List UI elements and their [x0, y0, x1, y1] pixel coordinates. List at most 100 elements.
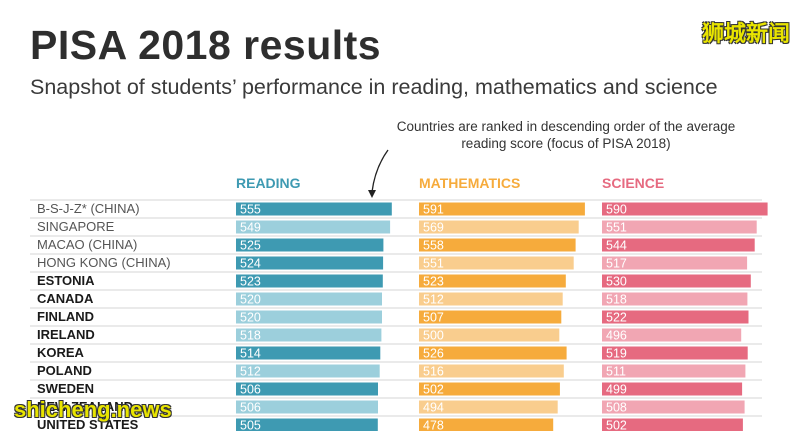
- bar-value-label: 518: [240, 329, 261, 343]
- bar-reading: [236, 400, 378, 414]
- bar-value-label: 506: [240, 401, 261, 415]
- bar-mathematics: [419, 328, 560, 342]
- bar-reading: [236, 328, 382, 342]
- bar-reading: [236, 418, 378, 431]
- bar-value-label: 555: [240, 203, 261, 217]
- bar-value-label: 502: [606, 419, 627, 431]
- bar-reading: [236, 202, 392, 216]
- country-label: HONG KONG (CHINA): [37, 255, 171, 270]
- country-label: FINLAND: [37, 309, 94, 324]
- header-mathematics: MATHEMATICS: [419, 175, 521, 191]
- country-label: POLAND: [37, 363, 92, 378]
- bar-value-label: 523: [240, 275, 261, 289]
- bar-science: [602, 238, 755, 252]
- bar-reading: [236, 220, 391, 234]
- watermark-text: shicheng.news: [14, 397, 172, 422]
- bar-value-label: 506: [240, 383, 261, 397]
- bar-mathematics: [419, 202, 585, 216]
- country-label: CANADA: [37, 291, 94, 306]
- country-label: MACAO (CHINA): [37, 237, 137, 252]
- ranking-annotation: Countries are ranked in descending order…: [396, 119, 736, 151]
- bar-value-label: 494: [423, 401, 444, 415]
- bar-value-label: 516: [423, 365, 444, 379]
- bar-value-label: 591: [423, 203, 444, 217]
- bar-value-label: 526: [423, 347, 444, 361]
- country-label: SWEDEN: [37, 381, 94, 396]
- bar-mathematics: [419, 274, 566, 288]
- bar-value-label: 511: [606, 365, 626, 379]
- bar-reading: [236, 292, 382, 306]
- bar-value-label: 520: [240, 311, 261, 325]
- bar-value-label: 523: [423, 275, 444, 289]
- bar-value-label: 522: [606, 311, 627, 325]
- bar-mathematics: [419, 220, 579, 234]
- bar-value-label: 507: [423, 311, 444, 325]
- bar-reading: [236, 238, 384, 252]
- bar-mathematics: [419, 238, 576, 252]
- bar-reading: [236, 310, 382, 324]
- country-label: SINGAPORE: [37, 219, 115, 234]
- bar-value-label: 505: [240, 419, 261, 431]
- bar-value-label: 512: [423, 293, 444, 307]
- bar-science: [602, 364, 746, 378]
- bar-value-label: 518: [606, 293, 627, 307]
- bar-value-label: 519: [606, 347, 627, 361]
- bar-value-label: 525: [240, 239, 261, 253]
- bar-science: [602, 382, 743, 396]
- bar-value-label: 530: [606, 275, 627, 289]
- bar-value-label: 558: [423, 239, 444, 253]
- bar-science: [602, 328, 742, 342]
- bar-reading: [236, 382, 378, 396]
- bar-value-label: 517: [606, 257, 627, 271]
- bar-value-label: 502: [423, 383, 444, 397]
- bar-science: [602, 346, 748, 360]
- bar-value-label: 512: [240, 365, 261, 379]
- country-label: B-S-J-Z* (CHINA): [37, 201, 140, 216]
- bar-value-label: 520: [240, 293, 261, 307]
- bar-value-label: 496: [606, 329, 627, 343]
- bar-mathematics: [419, 346, 567, 360]
- bar-science: [602, 418, 743, 431]
- bar-science: [602, 400, 745, 414]
- page-subtitle: Snapshot of students’ performance in rea…: [30, 75, 718, 99]
- country-label: IRELAND: [37, 327, 95, 342]
- bar-value-label: 478: [423, 419, 444, 431]
- bar-mathematics: [419, 382, 560, 396]
- bar-value-label: 590: [606, 203, 627, 217]
- bar-mathematics: [419, 310, 562, 324]
- bar-reading: [236, 364, 380, 378]
- bar-mathematics: [419, 292, 563, 306]
- header-reading: READING: [236, 175, 301, 191]
- bar-value-label: 569: [423, 221, 444, 235]
- bar-mathematics: [419, 400, 558, 414]
- bar-value-label: 499: [606, 383, 627, 397]
- bar-reading: [236, 274, 383, 288]
- bar-value-label: 508: [606, 401, 627, 415]
- bar-mathematics: [419, 364, 564, 378]
- bar-value-label: 544: [606, 239, 627, 253]
- country-label: UNITED STATES: [37, 417, 139, 431]
- bar-mathematics: [419, 418, 554, 431]
- arrow-head-icon: [368, 190, 376, 198]
- page-title: PISA 2018 results: [30, 22, 382, 68]
- bar-science: [602, 310, 749, 324]
- bar-mathematics: [419, 256, 574, 270]
- bar-science: [602, 292, 748, 306]
- bar-science: [602, 256, 748, 270]
- brand-logo-text: 狮城新闻: [701, 21, 790, 46]
- bar-value-label: 549: [240, 221, 261, 235]
- bar-value-label: 551: [606, 221, 627, 235]
- bar-value-label: 514: [240, 347, 261, 361]
- bar-value-label: 500: [423, 329, 444, 343]
- annotation-arrow-icon: [371, 149, 389, 193]
- country-label: KOREA: [37, 345, 85, 360]
- bar-science: [602, 202, 768, 216]
- bar-science: [602, 274, 751, 288]
- bar-reading: [236, 256, 384, 270]
- header-science: SCIENCE: [602, 175, 665, 191]
- bar-science: [602, 220, 757, 234]
- country-label: ESTONIA: [37, 273, 95, 288]
- bar-reading: [236, 346, 381, 360]
- bar-value-label: 551: [423, 257, 444, 271]
